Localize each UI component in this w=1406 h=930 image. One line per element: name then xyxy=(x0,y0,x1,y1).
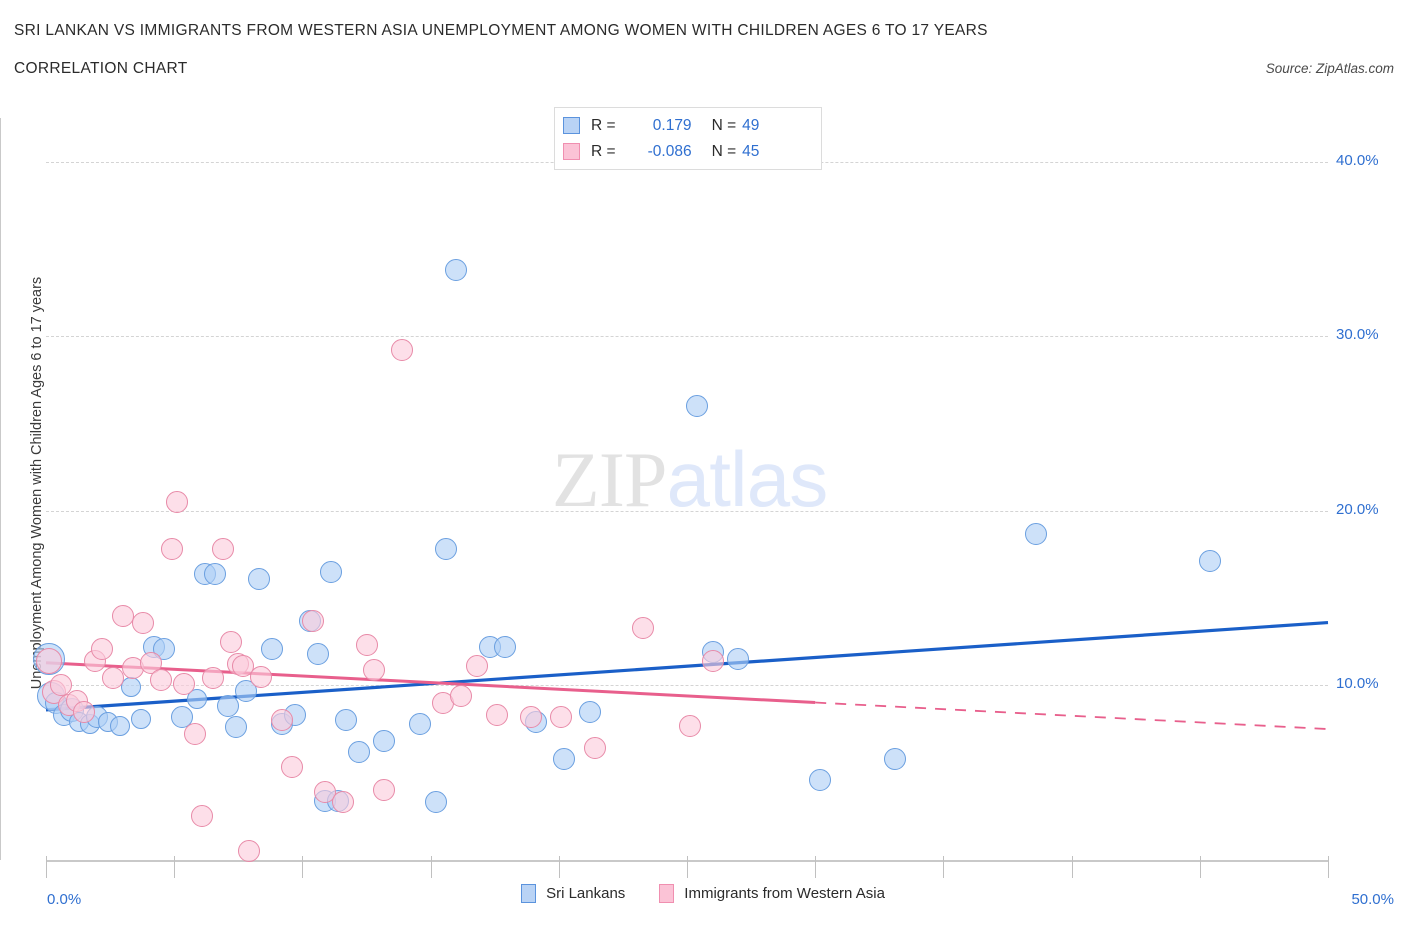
x-axis-start-label: 0.0% xyxy=(47,891,82,908)
x-axis-tick xyxy=(174,856,176,878)
y-axis-tick-label: 20.0% xyxy=(1336,500,1379,518)
r-value: 0.179 xyxy=(652,116,692,134)
r-value: -0.086 xyxy=(647,142,692,160)
legend-item-sri-lankans[interactable]: Sri Lankans xyxy=(521,884,625,903)
pink-swatch-icon xyxy=(563,143,580,160)
x-axis-end-label: 50.0% xyxy=(1351,891,1394,908)
watermark-zip: ZIP xyxy=(552,436,667,523)
watermark-atlas: atlas xyxy=(666,435,829,523)
page-title: SRI LANKAN VS IMMIGRANTS FROM WESTERN AS… xyxy=(14,22,988,39)
y-axis-tick-label: 10.0% xyxy=(1336,675,1379,693)
pink-legend-swatch-icon xyxy=(659,884,675,903)
n-label: N = xyxy=(711,142,737,160)
x-axis-tick xyxy=(46,856,47,878)
zipatlas-watermark: ZIPatlas xyxy=(552,440,828,519)
x-axis-tick xyxy=(815,856,817,878)
x-axis-tick xyxy=(302,856,304,878)
trend-lines xyxy=(45,620,1329,730)
legend-label: Immigrants from Western Asia xyxy=(684,885,885,902)
legend-item-western-asia[interactable]: Immigrants from Western Asia xyxy=(659,884,885,903)
trend-line-dashed xyxy=(815,701,1329,730)
n-value: 45 xyxy=(742,142,760,160)
stats-row-western-asia: R = -0.086 N = 45 xyxy=(563,139,813,165)
y-axis-tick-label: 30.0% xyxy=(1336,326,1379,344)
stats-row-sri-lankans: R = 0.179 N = 49 xyxy=(563,113,813,139)
trend-line-solid xyxy=(45,661,816,705)
gridline xyxy=(46,685,1328,687)
n-value: 49 xyxy=(742,116,760,134)
blue-swatch-icon xyxy=(563,117,580,134)
plot-area: ZIPatlas xyxy=(32,118,1329,863)
x-axis-tick xyxy=(943,856,945,878)
trend-line-solid xyxy=(45,620,1329,712)
y-axis-title: Unemployment Among Women with Children A… xyxy=(29,276,45,690)
x-axis-tick xyxy=(1071,856,1073,878)
x-axis-tick xyxy=(558,856,560,878)
x-axis-tick xyxy=(430,856,432,878)
n-label: N = xyxy=(711,116,737,134)
y-axis-line xyxy=(0,118,1,860)
y-axis-tick-label: 40.0% xyxy=(1336,151,1379,169)
blue-legend-swatch-icon xyxy=(521,884,537,903)
x-axis-tick xyxy=(1199,856,1201,878)
gridline xyxy=(46,510,1328,512)
source-attribution: Source: ZipAtlas.com xyxy=(1265,61,1394,76)
x-axis-tick xyxy=(1328,856,1329,878)
page-subtitle: CORRELATION CHART xyxy=(14,60,188,77)
legend-label: Sri Lankans xyxy=(546,885,626,902)
x-axis-tick xyxy=(687,856,688,878)
gridline xyxy=(46,336,1328,338)
series-legend: Sri Lankans Immigrants from Western Asia xyxy=(0,884,1406,903)
correlation-stats-box: R = 0.179 N = 49 R = -0.086 N = 45 xyxy=(554,107,822,170)
r-label: R = xyxy=(591,116,616,134)
r-label: R = xyxy=(591,142,616,160)
